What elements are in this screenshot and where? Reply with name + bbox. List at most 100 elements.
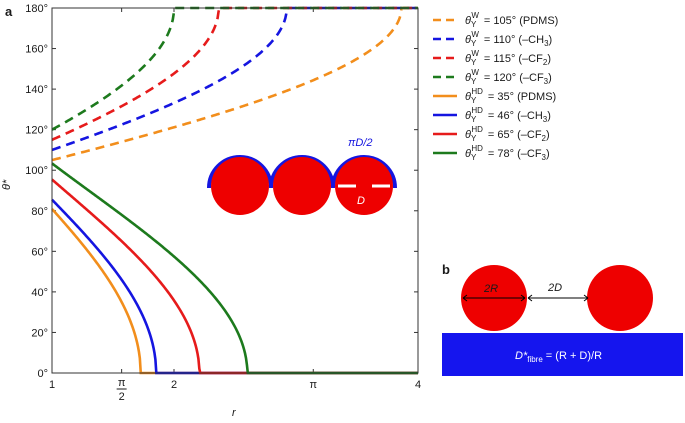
y-tick-label: 120°: [25, 125, 48, 137]
x-tick-label-fraction: π2: [116, 377, 127, 403]
legend-close-paren: ): [548, 72, 552, 84]
legend-value: = 46° (–CH: [485, 110, 543, 122]
legend-close-paren: ): [549, 34, 553, 46]
legend-symbol-sub: Y: [471, 20, 477, 29]
x-tick-label: π: [309, 379, 317, 391]
legend-entry: θYW = 115° (–CF2): [465, 49, 551, 67]
legend-value: = 120° (–CF: [481, 72, 544, 84]
series-wenzel-110: [51, 6, 418, 152]
legend-close-paren: ): [546, 129, 550, 141]
x-tick-label: 1: [49, 379, 55, 391]
legend-symbol-sub: Y: [471, 115, 477, 124]
y-tick-label: 160°: [25, 44, 48, 56]
legend-entry: θYHD = 78° (–CF3): [465, 144, 550, 162]
y-tick-label: 60°: [31, 246, 48, 258]
legend-value: = 110° (–CH: [481, 34, 544, 46]
x-tick-label: 2: [171, 379, 177, 391]
y-tick-label: 180°: [25, 3, 48, 15]
inset-a-fibre-2: [273, 157, 331, 215]
legend-symbol-sub: Y: [471, 58, 477, 67]
panel-b-label: b: [442, 262, 450, 277]
series-hd-35: [51, 208, 418, 375]
legend-symbol-sup: HD: [471, 87, 483, 96]
y-tick-label: 20°: [31, 327, 48, 339]
fibre-density-formula: D*fibre = (R + D)/R: [515, 350, 602, 364]
formula-subscript: fibre: [527, 355, 543, 364]
legend-symbol-sub: Y: [471, 134, 477, 143]
legend: θYW = 105° (PDMS)θYW = 110° (–CH3)θYW = …: [433, 11, 558, 162]
legend-symbol: θ: [465, 91, 471, 103]
series-wenzel-120: [51, 6, 418, 131]
substrate: [442, 333, 683, 376]
panel-b: 2R 2D D*fibre = (R + D)/R: [442, 265, 683, 376]
inset-a-arc-label: πD/2: [348, 137, 373, 149]
y-axis-label: θ*: [1, 179, 13, 190]
legend-value: = 115° (–CF: [481, 53, 543, 65]
y-tick-label: 80°: [31, 206, 48, 218]
legend-material-sub: 3: [542, 153, 547, 162]
legend-symbol: θ: [465, 148, 471, 160]
legend-symbol-sup: W: [471, 68, 479, 77]
legend-entry: θYHD = 46° (–CH3): [465, 106, 551, 124]
legend-value: = 65° (–CF: [485, 129, 542, 141]
y-tick-label: 0°: [37, 368, 48, 380]
legend-entry: θYHD = 65° (–CF2): [465, 125, 550, 143]
legend-entry: θYW = 110° (–CH3): [465, 30, 552, 48]
legend-value: = 105° (PDMS): [481, 15, 558, 27]
legend-symbol-sup: HD: [471, 144, 483, 153]
legend-close-paren: ): [547, 110, 551, 122]
x-tick-label: 4: [415, 379, 421, 391]
x-axis-label: r: [232, 407, 237, 418]
x-tick-label-denominator: 2: [119, 391, 125, 403]
radius-label: 2R: [483, 283, 498, 295]
ticks-layer: 0°20°40°60°80°100°120°140°160°180°1 π22 π 4: [25, 3, 421, 403]
gap-label: 2D: [547, 282, 562, 294]
legend-symbol: θ: [465, 72, 471, 84]
legend-symbol: θ: [465, 34, 471, 46]
legend-material-sub: 2: [542, 134, 547, 143]
fibre-right: [587, 265, 653, 331]
legend-symbol-sup: W: [471, 30, 479, 39]
legend-symbol: θ: [465, 129, 471, 141]
x-tick-label-numerator: π: [118, 377, 126, 389]
legend-close-paren: ): [546, 148, 550, 160]
inset-a-fibre-1: [211, 157, 269, 215]
formula-expression: = (R + D)/R: [546, 350, 602, 362]
series-hd-46: [51, 198, 418, 375]
inset-a-fibres: D πD/2: [207, 137, 397, 215]
legend-symbol-sub: Y: [471, 96, 477, 105]
legend-symbol-sup: HD: [471, 125, 483, 134]
series-wenzel-115: [51, 6, 418, 141]
legend-close-paren: ): [547, 53, 551, 65]
legend-symbol-sub: Y: [471, 77, 477, 86]
formula-symbol: D*: [515, 350, 528, 362]
legend-value: = 35° (PDMS): [485, 91, 556, 103]
legend-entry: θYHD = 35° (PDMS): [465, 87, 556, 105]
panel-a-label: a: [5, 4, 13, 19]
series-wenzel-105: [51, 6, 418, 162]
y-tick-label: 40°: [31, 287, 48, 299]
plot-frame: [51, 7, 419, 374]
legend-entry: θYW = 120° (–CF3): [465, 68, 552, 86]
legend-symbol: θ: [465, 53, 471, 65]
legend-symbol-sup: W: [471, 11, 479, 20]
legend-symbol-sup: HD: [471, 106, 483, 115]
legend-symbol: θ: [465, 110, 471, 122]
inset-a-gap-label: D: [357, 195, 365, 207]
legend-symbol-sub: Y: [471, 39, 477, 48]
legend-material-sub: 3: [544, 39, 549, 48]
legend-symbol-sup: W: [471, 49, 479, 58]
radius-arrow-heads: [462, 294, 526, 302]
y-tick-label: 140°: [25, 84, 48, 96]
legend-material-sub: 2: [543, 58, 548, 67]
gap-arrow-heads: [527, 294, 589, 302]
legend-entry: θYW = 105° (PDMS): [465, 11, 558, 29]
inset-a-fibre-3: [335, 157, 393, 215]
legend-material-sub: 3: [543, 115, 548, 124]
legend-symbol: θ: [465, 15, 471, 27]
legend-symbol-sub: Y: [471, 153, 477, 162]
legend-material-sub: 3: [544, 77, 549, 86]
legend-value: = 78° (–CF: [485, 148, 542, 160]
